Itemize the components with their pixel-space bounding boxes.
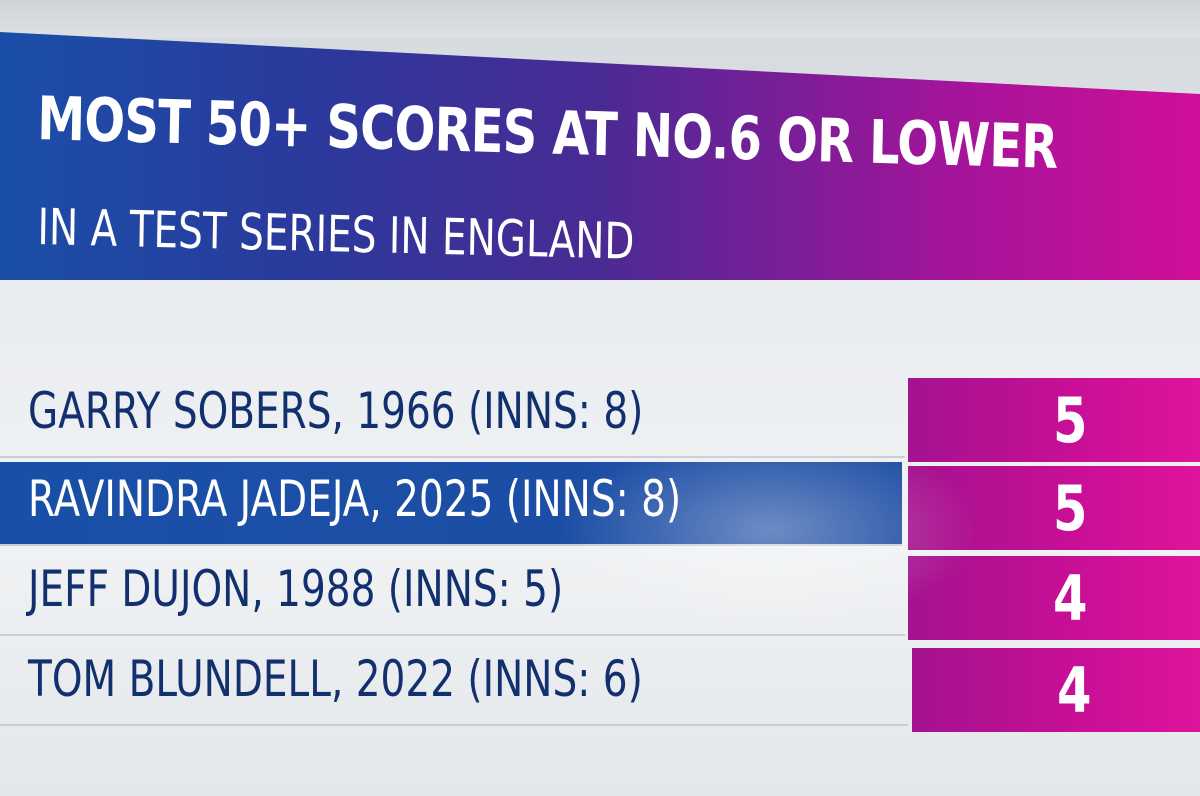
row-value: 4 (1053, 562, 1088, 635)
background-strip (0, 0, 1200, 38)
row-label: TOM BLUNDELL, 2022 (INNS: 6) (28, 650, 643, 708)
row-label: JEFF DUJON, 1988 (INNS: 5) (28, 560, 564, 618)
table-row-2-highlighted: RAVINDRA JADEJA, 2025 (INNS: 8) (0, 462, 902, 546)
row-value: 5 (1053, 472, 1088, 545)
value-box-4: 4 (912, 648, 1200, 732)
table-row-3: JEFF DUJON, 1988 (INNS: 5) (0, 552, 905, 636)
table-row-4: TOM BLUNDELL, 2022 (INNS: 6) (0, 642, 908, 726)
row-value: 5 (1053, 384, 1088, 457)
row-label: GARRY SOBERS, 1966 (INNS: 8) (28, 382, 644, 440)
value-box-2: 5 (908, 466, 1200, 550)
value-box-3: 4 (908, 556, 1200, 640)
value-box-1: 5 (908, 378, 1200, 462)
row-label: RAVINDRA JADEJA, 2025 (INNS: 8) (28, 470, 682, 528)
row-value: 4 (1057, 654, 1092, 727)
table-row-1: GARRY SOBERS, 1966 (INNS: 8) (0, 374, 905, 458)
